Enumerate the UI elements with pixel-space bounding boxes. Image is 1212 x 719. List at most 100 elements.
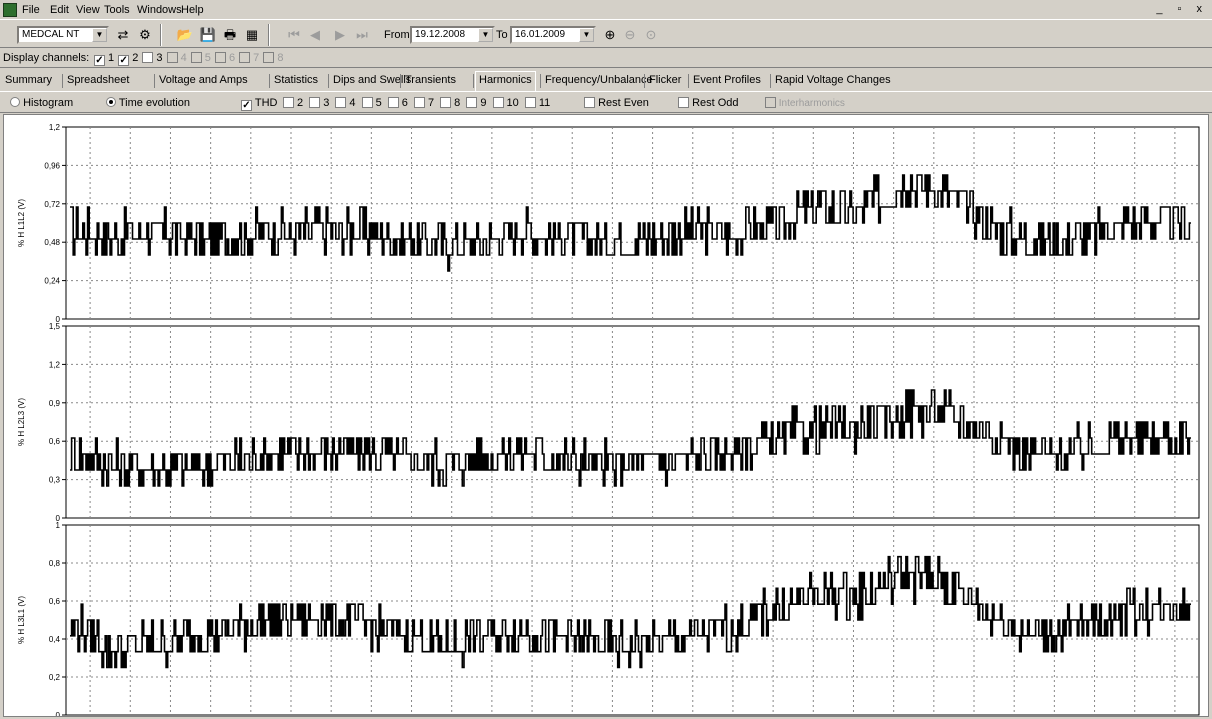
open-folder-icon[interactable]: 📂	[175, 25, 195, 45]
chevron-down-icon[interactable]: ▼	[478, 28, 493, 42]
from-label: From	[384, 29, 410, 41]
y-tick-label: 0,3	[49, 476, 61, 485]
harmonic-2-checkbox[interactable]: 2	[283, 97, 303, 109]
harmonic-6-checkbox[interactable]: 6	[388, 97, 408, 109]
y-tick-label: 0,4	[49, 635, 61, 644]
tab-spreadsheet[interactable]: Spreadsheet	[64, 74, 132, 90]
tab-statistics[interactable]: Statistics	[271, 74, 321, 90]
y-tick-label: 0,9	[49, 399, 61, 408]
menu-windows[interactable]: Windows	[137, 4, 182, 16]
y-tick-label: 0,96	[44, 161, 60, 170]
checkbox-icon	[142, 52, 153, 63]
tab-divider	[644, 74, 645, 88]
device-select-value: MEDCAL NT	[22, 29, 79, 40]
tab-divider	[473, 74, 474, 88]
last-icon[interactable]: ⏭	[352, 25, 372, 45]
channel-5-checkbox[interactable]: 5	[191, 52, 211, 64]
channel-4-checkbox[interactable]: 4	[167, 52, 187, 64]
toolbar-separator	[160, 24, 162, 46]
checkbox-icon	[335, 97, 346, 108]
window-controls[interactable]: _ ▫ x	[1156, 3, 1208, 15]
channel-3-checkbox[interactable]: 3	[142, 52, 162, 64]
y-axis-label: % H L1L2 (V)	[17, 199, 26, 247]
harmonic-3-checkbox[interactable]: 3	[309, 97, 329, 109]
tab-divider	[770, 74, 771, 88]
save-icon[interactable]: 💾	[198, 25, 218, 45]
tab-divider	[269, 74, 270, 88]
y-axis-label: % H L3L1 (V)	[17, 596, 26, 644]
checkbox-icon	[239, 52, 250, 63]
interharmonics-checkbox[interactable]: Interharmonics	[765, 97, 845, 109]
checkbox-icon	[362, 97, 373, 108]
tab-frequency-unbalance[interactable]: Frequency/Unbalance	[542, 74, 656, 90]
histogram-radio[interactable]: Histogram	[10, 97, 73, 109]
channel-label: 5	[202, 52, 211, 64]
menu-tools[interactable]: Tools	[104, 4, 130, 16]
harmonic-10-checkbox[interactable]: 10	[493, 97, 519, 109]
tab-summary[interactable]: Summary	[2, 74, 55, 90]
channel-6-checkbox[interactable]: 6	[215, 52, 235, 64]
harmonic-label: 2	[294, 97, 303, 109]
tab-harmonics[interactable]: Harmonics	[475, 71, 536, 91]
harmonic-8-checkbox[interactable]: 8	[440, 97, 460, 109]
zoom-in-icon[interactable]: ⊕	[600, 25, 620, 45]
to-date-field[interactable]: 16.01.2009 ▼	[510, 26, 596, 44]
device-select[interactable]: MEDCAL NT ▼	[17, 26, 109, 44]
menu-view[interactable]: View	[76, 4, 100, 16]
harmonic-checkboxes: 2 3 4 5 6 7 8 9 10 11	[283, 97, 556, 109]
tab-transients[interactable]: Transients	[402, 74, 459, 90]
channel-7-checkbox[interactable]: 7	[239, 52, 259, 64]
tab-divider	[154, 74, 155, 88]
y-tick-label: 1,5	[49, 322, 61, 331]
menu-file[interactable]: File	[22, 4, 40, 16]
tab-divider	[540, 74, 541, 88]
rest-odd-checkbox[interactable]: Rest Odd	[678, 97, 739, 109]
harmonic-label: 5	[373, 97, 382, 109]
thd-checkbox[interactable]: ✓ THD	[241, 97, 277, 111]
checkbox-icon	[678, 97, 689, 108]
menu-help[interactable]: Help	[181, 4, 204, 16]
to-label: To	[496, 29, 508, 41]
chevron-down-icon[interactable]: ▼	[92, 28, 107, 42]
first-icon[interactable]: ⏮	[284, 25, 304, 45]
previous-icon[interactable]: ◀	[305, 25, 325, 45]
next-icon[interactable]: ▶	[330, 25, 350, 45]
print-icon[interactable]: 🖶	[220, 25, 240, 45]
tab-flicker[interactable]: Flicker	[646, 74, 684, 90]
checkbox-icon	[584, 97, 595, 108]
from-date-field[interactable]: 19.12.2008 ▼	[410, 26, 495, 44]
harmonic-label: 3	[320, 97, 329, 109]
zoom-reset-icon[interactable]: ⊙	[641, 25, 661, 45]
tools-icon[interactable]: ⚙	[135, 25, 155, 45]
checkbox-icon	[414, 97, 425, 108]
harmonic-7-checkbox[interactable]: 7	[414, 97, 434, 109]
y-tick-label: 0,48	[44, 238, 60, 247]
harmonic-11-checkbox[interactable]: 11	[525, 97, 550, 109]
checkbox-checked-icon: ✓	[94, 55, 105, 66]
rest-even-checkbox[interactable]: Rest Even	[584, 97, 649, 109]
harmonic-4-checkbox[interactable]: 4	[335, 97, 355, 109]
channel-1-checkbox[interactable]: ✓ 1	[94, 52, 114, 64]
harmonic-label: 10	[504, 97, 519, 109]
channel-8-checkbox[interactable]: 8	[263, 52, 283, 64]
tab-voltage-and-amps[interactable]: Voltage and Amps	[156, 74, 251, 90]
tab-divider	[62, 74, 63, 88]
tab-event-profiles[interactable]: Event Profiles	[690, 74, 764, 90]
checkbox-icon	[440, 97, 451, 108]
zoom-out-icon[interactable]: ⊖	[620, 25, 640, 45]
connect-icon[interactable]: ⇄	[113, 25, 133, 45]
harmonic-label: 7	[425, 97, 434, 109]
report-icon[interactable]: ▦	[242, 25, 262, 45]
checkbox-icon	[167, 52, 178, 63]
checkbox-icon	[525, 97, 536, 108]
channel-2-checkbox[interactable]: ✓ 2	[118, 52, 138, 64]
harmonic-9-checkbox[interactable]: 9	[466, 97, 486, 109]
harmonic-label: 8	[451, 97, 460, 109]
time-evolution-radio[interactable]: Time evolution	[106, 97, 190, 109]
harmonic-5-checkbox[interactable]: 5	[362, 97, 382, 109]
checkbox-disabled-icon	[765, 97, 776, 108]
chevron-down-icon[interactable]: ▼	[579, 28, 594, 42]
menu-edit[interactable]: Edit	[50, 4, 69, 16]
tab-rapid-voltage-changes[interactable]: Rapid Voltage Changes	[772, 74, 894, 90]
checkbox-icon	[263, 52, 274, 63]
